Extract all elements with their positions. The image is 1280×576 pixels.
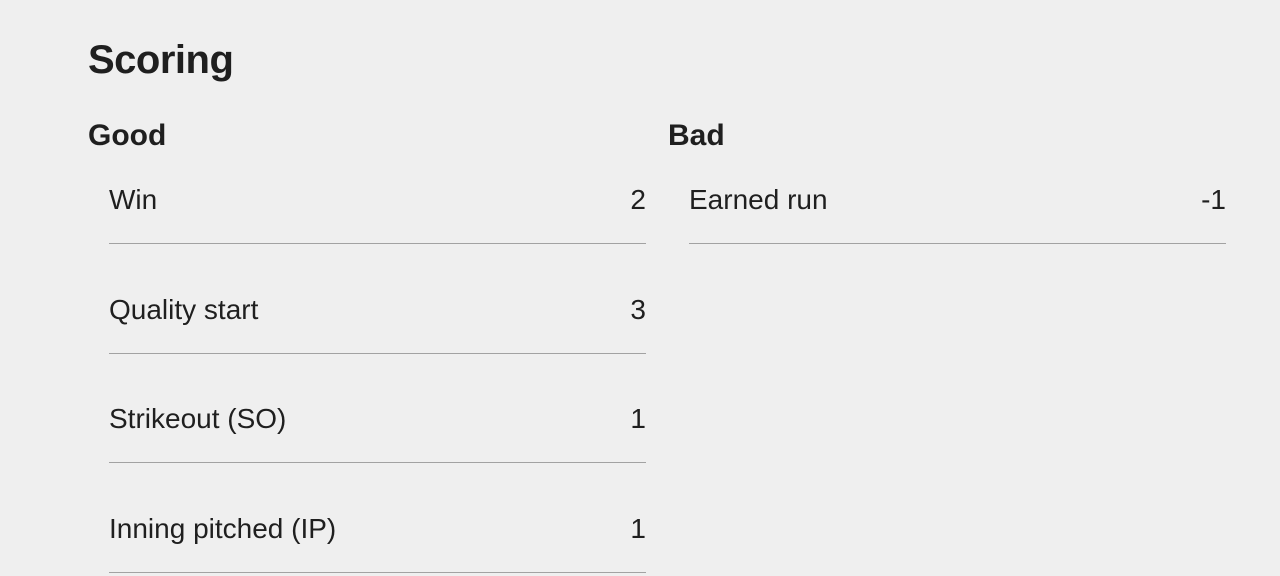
bad-section: Bad Earned run -1 <box>668 117 1226 573</box>
good-rows: Win 2 Quality start 3 Strikeout (SO) 1 I… <box>109 155 646 573</box>
stat-value: -1 <box>1201 184 1226 215</box>
stat-label: Win <box>109 184 158 215</box>
good-section: Good Win 2 Quality start 3 Strikeout (SO… <box>88 117 646 573</box>
table-row: Earned run -1 <box>689 155 1226 244</box>
stat-label: Quality start <box>109 293 259 325</box>
scoring-columns: Good Win 2 Quality start 3 Strikeout (SO… <box>88 117 1226 573</box>
bad-rows: Earned run -1 <box>689 155 1226 244</box>
table-row: Inning pitched (IP) 1 <box>109 463 646 573</box>
table-row: Quality start 3 <box>109 244 646 354</box>
stat-value: 3 <box>630 293 646 325</box>
stat-label: Inning pitched (IP) <box>109 512 337 544</box>
good-section-header: Good <box>88 119 167 152</box>
stat-label: Earned run <box>689 184 828 215</box>
stat-value: 2 <box>630 184 646 215</box>
page-title: Scoring <box>88 38 234 82</box>
bad-section-header: Bad <box>668 119 725 152</box>
stat-value: 1 <box>630 512 646 544</box>
stat-label: Strikeout (SO) <box>109 403 287 434</box>
stat-value: 1 <box>630 403 646 434</box>
table-row: Strikeout (SO) 1 <box>109 354 646 463</box>
table-row: Win 2 <box>109 155 646 244</box>
